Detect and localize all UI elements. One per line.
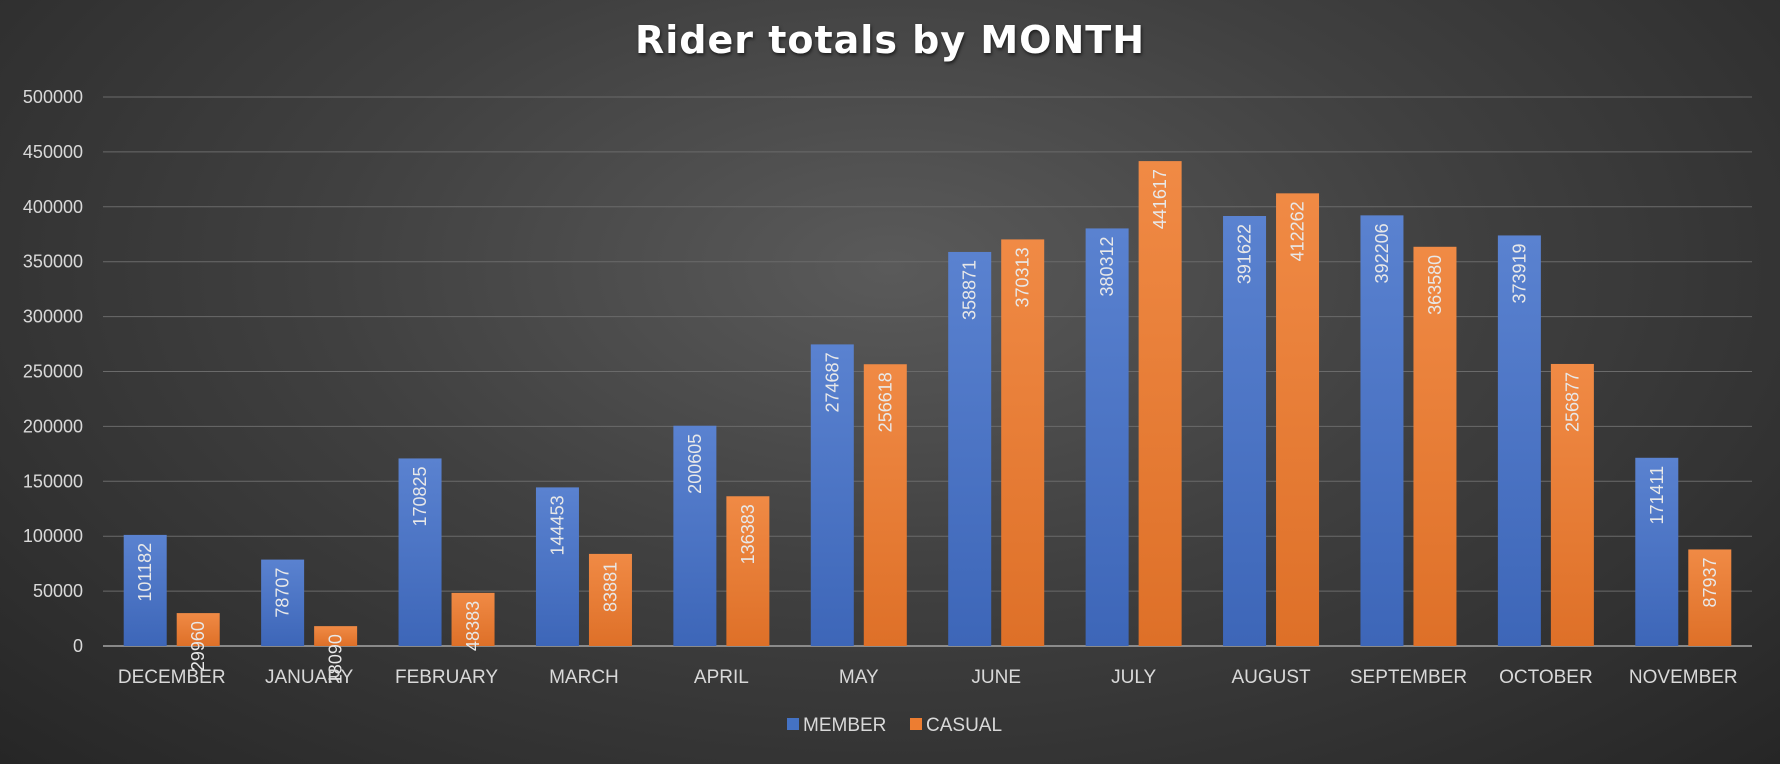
data-label: 48383 bbox=[463, 601, 483, 651]
data-label: 83881 bbox=[600, 562, 620, 612]
x-tick-label: MARCH bbox=[549, 667, 619, 688]
data-label: 412262 bbox=[1288, 201, 1308, 261]
bar-member bbox=[1085, 228, 1129, 646]
legend-swatch-member bbox=[787, 718, 799, 730]
legend-label-member: MEMBER bbox=[803, 715, 886, 736]
bar-member bbox=[1635, 457, 1679, 646]
bar-casual bbox=[863, 364, 907, 646]
data-label: 144453 bbox=[547, 495, 567, 555]
bar-casual bbox=[1001, 239, 1045, 646]
data-label: 370313 bbox=[1013, 247, 1033, 307]
bar-casual bbox=[451, 592, 495, 646]
x-tick-label: JANUARY bbox=[265, 667, 354, 688]
legend-swatch-casual bbox=[910, 718, 922, 730]
data-label: 200605 bbox=[685, 434, 705, 494]
y-tick-label: 450000 bbox=[23, 142, 83, 162]
data-label: 136383 bbox=[738, 504, 758, 564]
x-tick-label: JUNE bbox=[971, 667, 1021, 688]
data-label: 171411 bbox=[1647, 466, 1667, 525]
bar-casual bbox=[588, 553, 632, 646]
y-tick-label: 0 bbox=[73, 636, 83, 656]
bar-casual bbox=[176, 613, 220, 646]
y-tick-label: 250000 bbox=[23, 362, 83, 382]
bar-member bbox=[398, 458, 442, 646]
bar-member bbox=[1360, 215, 1404, 646]
bar-member bbox=[1223, 215, 1267, 647]
data-label: 18090 bbox=[326, 634, 346, 684]
data-label: 256877 bbox=[1562, 372, 1582, 432]
x-tick-label: APRIL bbox=[694, 667, 749, 688]
grid-lines bbox=[103, 96, 1752, 592]
data-label: 392206 bbox=[1372, 223, 1392, 283]
data-label: 358871 bbox=[960, 260, 980, 320]
y-tick-label: 300000 bbox=[23, 307, 83, 327]
bar-member bbox=[261, 559, 305, 646]
data-label: 87937 bbox=[1700, 557, 1720, 607]
data-label: 274687 bbox=[822, 352, 842, 412]
y-tick-label: 50000 bbox=[33, 581, 83, 601]
y-tick-label: 500000 bbox=[23, 87, 83, 107]
legend: MEMBER CASUAL bbox=[787, 715, 1002, 736]
x-axis: DECEMBER JANUARY FEBRUARY MARCH APRIL MAY JUNE… bbox=[118, 667, 1738, 688]
data-label: 101182 bbox=[135, 543, 155, 602]
x-tick-label: FEBRUARY bbox=[395, 667, 498, 688]
x-tick-label: MAY bbox=[839, 667, 879, 688]
y-axis: 0 50000 100000 150000 200000 250000 300000 3500… bbox=[23, 87, 1752, 656]
bars: 101182 29960 78707 18090 170825 48383 144453 83… bbox=[123, 161, 1732, 684]
legend-label-casual: CASUAL bbox=[926, 715, 1002, 736]
bar-member bbox=[123, 534, 167, 646]
data-label: 256618 bbox=[875, 372, 895, 432]
x-tick-label: OCTOBER bbox=[1499, 667, 1593, 688]
data-label: 380312 bbox=[1097, 236, 1117, 296]
data-label: 170825 bbox=[410, 466, 430, 526]
y-tick-label: 100000 bbox=[23, 526, 83, 546]
bar-member bbox=[535, 487, 579, 646]
data-label: 373919 bbox=[1509, 243, 1529, 303]
bar-member bbox=[1497, 235, 1541, 646]
bar-member bbox=[673, 425, 717, 646]
data-label: 78707 bbox=[273, 568, 293, 618]
bar-casual bbox=[1688, 549, 1732, 646]
bar-member bbox=[810, 344, 854, 646]
y-tick-label: 400000 bbox=[23, 197, 83, 217]
bar-casual bbox=[1276, 193, 1320, 647]
y-tick-label: 150000 bbox=[23, 471, 83, 491]
data-label: 441617 bbox=[1150, 169, 1170, 229]
x-tick-label: AUGUST bbox=[1231, 667, 1311, 688]
bar-casual bbox=[1138, 161, 1182, 646]
chart-title: Rider totals by MONTH bbox=[634, 18, 1146, 62]
bar-casual bbox=[314, 626, 358, 646]
bar-member bbox=[948, 251, 992, 646]
data-label: 363580 bbox=[1425, 255, 1445, 315]
bar-casual bbox=[1550, 363, 1594, 646]
x-tick-label: NOVEMBER bbox=[1629, 667, 1738, 688]
x-tick-label: JULY bbox=[1111, 667, 1156, 688]
y-tick-label: 350000 bbox=[23, 252, 83, 272]
data-label: 391622 bbox=[1235, 224, 1255, 284]
data-label: 29960 bbox=[188, 621, 208, 671]
bar-casual bbox=[726, 496, 770, 646]
bar-casual bbox=[1413, 246, 1457, 646]
y-tick-label: 200000 bbox=[23, 416, 83, 436]
x-tick-label: SEPTEMBER bbox=[1350, 667, 1467, 688]
x-tick-label: DECEMBER bbox=[118, 667, 226, 688]
